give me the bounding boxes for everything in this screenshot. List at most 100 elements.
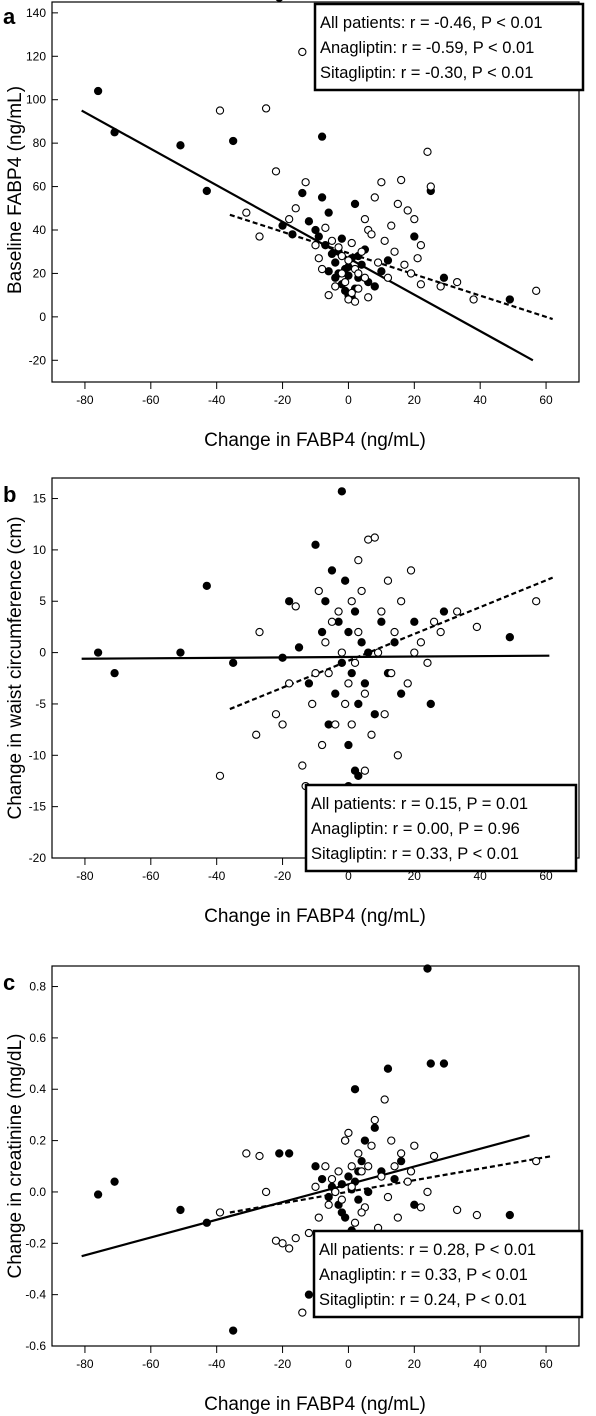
- panel-c-x-ticks: -80 -60 -40 -20 0 20 40 60: [76, 1346, 553, 1371]
- anagliptin-point: [377, 267, 386, 276]
- sitagliptin-point: [271, 167, 281, 176]
- sitagliptin-point: [380, 710, 389, 719]
- anagliptin-point: [377, 617, 386, 626]
- anagliptin-point: [278, 221, 287, 230]
- anagliptin-point: [321, 597, 330, 606]
- sitagliptin-point: [298, 1308, 307, 1317]
- anagliptin-point: [317, 627, 327, 637]
- y-tick-label: 15: [33, 492, 47, 506]
- panel-c-stats-box: All patients: r = 0.28, P < 0.01 Anaglip…: [312, 1229, 584, 1319]
- sitagliptin-point: [416, 241, 426, 250]
- y-tick-label: 0.2: [29, 1134, 46, 1148]
- sitagliptin-point: [350, 297, 360, 306]
- sitagliptin-point: [311, 1182, 320, 1191]
- sitagliptin-point: [452, 277, 462, 287]
- y-tick-label: 140: [26, 6, 46, 20]
- sitagliptin-point: [416, 638, 426, 647]
- x-tick-label: -60: [142, 1357, 160, 1371]
- sitagliptin-point: [387, 668, 396, 678]
- anagliptin-point: [317, 132, 327, 141]
- sitagliptin-point: [469, 295, 478, 304]
- sitagliptin-point: [423, 1187, 432, 1197]
- sitagliptin-point: [347, 238, 356, 248]
- sitagliptin-point: [252, 730, 261, 739]
- x-tick-label: 40: [474, 869, 488, 883]
- y-tick-label: -15: [29, 800, 47, 814]
- panel-a-x-ticks: -80 -60 -40 -20 0 20 40 60: [76, 382, 553, 407]
- anagliptin-point: [229, 1326, 238, 1335]
- sitagliptin-point: [396, 1149, 406, 1158]
- x-tick-label: 0: [345, 393, 352, 407]
- anagliptin-point: [311, 225, 320, 235]
- x-tick-label: 0: [345, 869, 352, 883]
- anagliptin-point: [350, 1085, 360, 1094]
- sitagliptin-point: [298, 47, 307, 57]
- sitagliptin-point: [327, 1174, 337, 1184]
- panel-a-stat-all-patients: All patients: r = -0.46, P < 0.01: [320, 14, 543, 32]
- sitagliptin-point: [383, 1192, 393, 1202]
- sitagliptin-point: [324, 668, 333, 678]
- sitagliptin-point: [393, 199, 402, 209]
- anagliptin-point: [347, 668, 356, 678]
- panel-a-markers: [93, 0, 541, 306]
- anagliptin-point: [176, 141, 185, 150]
- sitagliptin-point: [284, 214, 294, 224]
- sitagliptin-point: [393, 751, 402, 760]
- anagliptin-point: [110, 668, 119, 678]
- panel-b-lines: [81, 576, 554, 711]
- anagliptin-point: [275, 0, 283, 2]
- y-tick-label: -0.6: [25, 1339, 46, 1353]
- sitagliptin-point: [284, 1244, 294, 1253]
- panel-c-y-axis-label: Change in creatinine (mg/dL): [5, 1033, 26, 1278]
- sitagliptin-point: [396, 175, 406, 185]
- y-tick-label: 0: [39, 310, 46, 324]
- anagliptin-point: [331, 689, 340, 698]
- anagliptin-point: [202, 1218, 211, 1227]
- sitagliptin-point: [370, 1115, 379, 1125]
- anagliptin-point: [93, 86, 103, 96]
- all-patients-regression-line: [81, 1134, 530, 1258]
- sitagliptin-point: [261, 104, 271, 113]
- anagliptin-point: [110, 1177, 119, 1186]
- y-tick-label: -20: [29, 851, 47, 865]
- y-tick-label: -0.2: [25, 1236, 46, 1250]
- sitagliptin-point: [291, 1234, 300, 1243]
- y-tick-label: 100: [26, 93, 46, 107]
- x-tick-label: -40: [208, 869, 226, 883]
- panel-b-y-ticks: -20 -15 -10 -5 0 5 10 15: [29, 492, 58, 865]
- sitagliptin-point: [354, 627, 363, 637]
- anagliptin-point: [229, 136, 238, 146]
- sitagliptin-point: [377, 1172, 386, 1181]
- sitagliptin-point: [327, 236, 337, 246]
- panel-b-stats-box: All patients: r = 0.15, P = 0.01 Anaglip…: [304, 783, 578, 873]
- sitagliptin-point: [532, 597, 541, 606]
- anagliptin-point: [390, 638, 399, 647]
- y-tick-label: 20: [33, 266, 47, 280]
- sitagliptin-point: [406, 1167, 416, 1176]
- sitagliptin-point: [278, 1239, 287, 1248]
- anagliptin-point: [110, 128, 119, 137]
- sitagliptin-point: [406, 269, 416, 278]
- anagliptin-point: [93, 648, 103, 657]
- anagliptin-point: [423, 964, 432, 973]
- sitagliptin-point: [311, 668, 320, 678]
- sitagliptin-point: [367, 1141, 376, 1150]
- panel-c-stat-sitagliptin: Sitagliptin: r = 0.24, P < 0.01: [319, 1291, 527, 1309]
- sitagliptin-point: [406, 566, 416, 575]
- y-tick-label: 5: [39, 594, 46, 608]
- y-tick-label: 0.8: [29, 980, 46, 994]
- x-tick-label: -60: [142, 869, 160, 883]
- anagliptin-point: [439, 1059, 449, 1068]
- sitagliptin-point: [383, 576, 393, 585]
- anagliptin-point: [304, 679, 314, 688]
- y-tick-label: 0: [39, 646, 46, 660]
- panel-a-y-ticks: -20 0 20 40 60 80 100 120 140: [26, 6, 58, 367]
- sitagliptin-point: [340, 699, 350, 709]
- anagliptin-point: [410, 232, 419, 241]
- anagliptin-point: [278, 653, 287, 662]
- sitagliptin-point: [410, 1141, 419, 1150]
- panel-b-x-ticks: -80 -60 -40 -20 0 20 40 60: [76, 858, 553, 883]
- anagliptin-point: [364, 1187, 373, 1197]
- all-patients-regression-line: [81, 109, 534, 362]
- anagliptin-point: [396, 1156, 406, 1166]
